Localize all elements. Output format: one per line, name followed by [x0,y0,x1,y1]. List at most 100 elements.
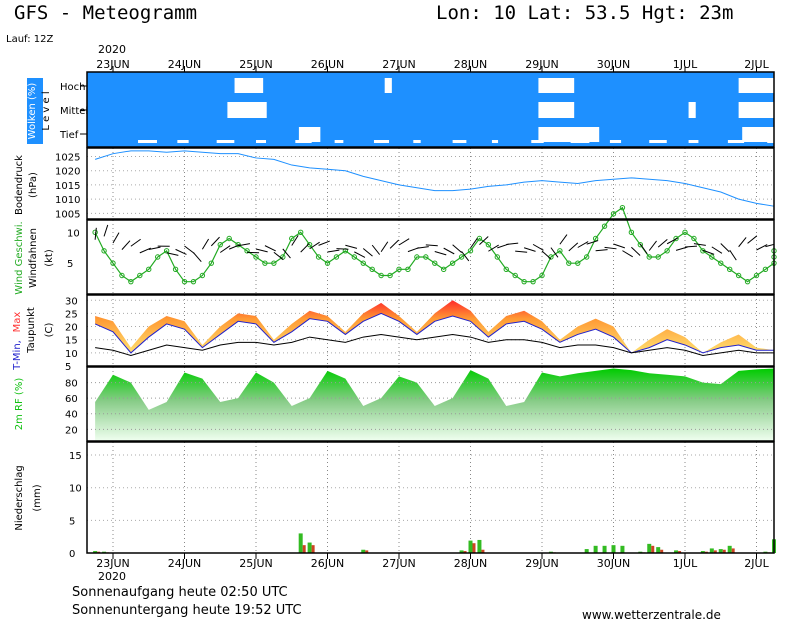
wind-barb [506,242,519,245]
pressure-tick: 1005 [55,209,80,220]
precip-bar-secondary [713,550,717,553]
wind-speed-point [673,235,679,242]
precip-bar-secondary [481,549,485,553]
temp-tick: 30 [65,296,78,307]
wind-barb [112,232,120,244]
panel-frame [86,366,775,442]
wind-barb [639,243,648,255]
precip-bar [361,549,366,553]
cloud-streak [727,140,745,143]
precip-tick: 0 [69,549,75,560]
site-link[interactable]: www.wetterzentrale.de [582,608,721,622]
cloud-streak [531,140,544,143]
dewpoint-line [95,333,775,357]
cloud-streak [688,140,699,143]
wind-speed-point [208,260,215,266]
wind-barb [139,247,152,254]
pressure-tick: 1025 [55,153,80,164]
wind-barb [568,242,579,252]
pressure-unit: (hPa) [28,172,39,198]
wind-speed-point [494,254,501,260]
dewpoint-label: Taupunkt [26,307,37,354]
cloud-label-bg [27,78,43,144]
wind-barb [666,237,678,245]
wind-barb [702,249,715,255]
cloud-clear-patch [742,127,774,142]
chart-title: GFS - Meteogramm [14,2,198,24]
wind-barb [264,245,276,252]
level-axis-label: L e v e l [41,91,52,130]
wind-tick: 5 [67,259,73,270]
wind-barb [201,238,210,250]
cloud-panel-bg [87,72,774,147]
model-run: Lauf: 12Z [6,34,54,45]
wind-barb [470,237,478,249]
wind-barb [523,247,536,252]
precip-bar [647,543,652,553]
wind-speed-point [315,254,322,260]
wind-speed-point [110,260,116,266]
wind-barb [461,251,470,262]
wind-barb [693,243,706,246]
wind-speed-point [172,266,179,273]
precip-tick: 5 [69,516,75,527]
cloud-streak [256,140,266,143]
wind-tick: 10 [67,228,80,239]
wind-speed-point [181,278,188,285]
wind-speed-point [646,254,652,260]
precip-bar [602,545,607,553]
precip-bar [611,545,616,553]
wind-barb [219,245,231,253]
wind-speed-point [253,254,259,260]
wind-barb [380,241,389,253]
cloud-panel-label: Wolken (%) [27,83,38,140]
wind-barb [541,250,552,260]
wind-speed-point [753,272,760,279]
date-label-bottom: 27JUN [382,557,416,570]
wind-speed-point [458,254,465,260]
wind-speed-point [244,248,250,254]
cloud-level-label: Mittel [60,106,88,117]
date-label-top: 26JUN [311,58,345,71]
wind-speed-point [146,266,152,273]
cloud-clear-patch [688,102,696,118]
wind-speed-point [297,229,304,236]
date-label-bottom: 2JUL [744,557,769,570]
wind-barb [595,249,608,252]
wind-speed-point [217,241,223,248]
date-label-bottom: 29JUN [525,557,559,570]
wind-barb [532,243,544,251]
wind-speed-point [333,254,340,260]
precip-tick: 15 [69,451,82,462]
precip-bar [718,549,723,553]
wind-speed-point [583,254,590,260]
cloud-streak [767,140,774,143]
tmax-label: Max [12,312,23,333]
wind-speed-point [592,235,599,242]
wind-barb [193,252,202,263]
precip-bar-secondary [463,551,467,553]
wind-barb [184,245,195,254]
precip-bar [584,549,589,553]
pressure-tick: 1020 [55,167,80,178]
cloud-streak [138,140,157,143]
wind-speed-point [762,266,769,273]
wind-speed-point [119,272,125,279]
wind-barb [648,240,657,251]
wind-speed-point [485,241,492,248]
wind-speed-point [467,248,474,254]
humidity-tick: 60 [65,394,78,405]
cloud-streak [570,140,590,143]
wind-speed-point [709,254,715,260]
wind-barb [720,243,730,253]
precip-bar [307,542,312,553]
wind-barb [389,239,400,249]
wind-barb [622,250,633,258]
wind-barb [747,235,758,244]
cloud-clear-patch [538,102,575,118]
wind-speed-point [610,211,617,217]
date-label-top: 29JUN [525,58,559,71]
cloud-clear-patch [384,78,392,93]
wind-speed-point [628,229,635,236]
